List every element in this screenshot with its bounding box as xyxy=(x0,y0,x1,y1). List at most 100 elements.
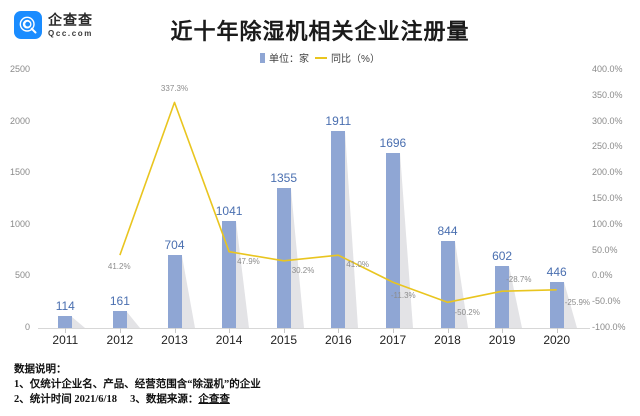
x-axis-label: 2011 xyxy=(52,333,79,347)
bar[interactable] xyxy=(276,188,291,328)
y-axis-right-tick: 50.0% xyxy=(592,244,618,255)
legend-item-bar: 单位：家 xyxy=(260,50,309,65)
x-axis-label: 2018 xyxy=(434,333,461,347)
bar-shadow xyxy=(236,221,250,328)
y-axis-right-tick: 300.0% xyxy=(592,115,623,126)
line-value-label: 47.9% xyxy=(237,256,260,266)
x-axis-label: 2014 xyxy=(215,333,243,347)
line-value-label: -11.3% xyxy=(390,291,416,301)
legend-item-line: 同比（%） xyxy=(315,50,380,65)
x-axis-tick xyxy=(338,328,340,333)
y-axis-right-tick: 150.0% xyxy=(592,193,623,203)
y-axis-left-tick: 500 xyxy=(14,270,30,281)
bar-value-label: 1355 xyxy=(270,171,298,186)
legend-bar-label: 单位：家 xyxy=(269,54,310,65)
brand-logo: 企查查 Qcc.com xyxy=(14,11,93,39)
y-axis-right-tick: -100.0% xyxy=(592,322,626,332)
bar-value-label: 161 xyxy=(109,294,130,309)
y-axis-right-tick: -50.0% xyxy=(592,296,621,307)
bar[interactable] xyxy=(495,265,510,328)
plot-area: 114 161 704 1041 1355 1911 1696 844 602 446 41.2% 3… xyxy=(38,70,590,328)
line-value-label: 41.0% xyxy=(346,260,369,270)
bar-shadow xyxy=(290,189,304,328)
x-axis-tick xyxy=(119,328,121,333)
line-value-label: 30.2% xyxy=(291,265,315,275)
bar-shadow xyxy=(72,317,86,328)
x-axis-label: 2012 xyxy=(106,333,134,347)
x-axis-tick xyxy=(556,328,558,333)
y-axis-left-tick: 2500 xyxy=(9,64,30,74)
chart-legend: 单位：家 同比（%） xyxy=(0,50,640,65)
footer-note-3: 3、数据来源： xyxy=(130,394,199,406)
bar-shadow xyxy=(454,241,468,328)
y-axis-left-tick: 0 xyxy=(24,322,30,332)
x-axis-tick xyxy=(229,328,231,333)
legend-line-label: 同比（%） xyxy=(331,54,380,65)
footer-note-1: 1、仅统计企业名、产品、经营范围含“除湿机”的企业 xyxy=(14,379,261,391)
y-axis-right-tick: 0.0% xyxy=(592,270,613,281)
bar-value-label: 1911 xyxy=(325,113,352,128)
y-axis-left-tick: 1000 xyxy=(9,218,30,229)
y-axis-right-tick: 400.0% xyxy=(592,64,623,74)
y-axis-right-tick: 350.0% xyxy=(592,89,623,100)
bar-value-label: 602 xyxy=(492,248,513,263)
bar[interactable] xyxy=(167,255,182,328)
y-axis-left-tick: 2000 xyxy=(9,115,30,126)
bar[interactable] xyxy=(112,311,127,328)
x-axis-tick xyxy=(65,328,67,333)
bar[interactable] xyxy=(549,281,564,328)
bar-series xyxy=(38,70,584,328)
footer-heading: 数据说明： xyxy=(14,364,67,375)
footer-note-2: 2、统计时间 2021/6/18 xyxy=(14,394,117,406)
x-axis-ticks xyxy=(38,322,584,333)
footer-source: 企查查 xyxy=(198,394,230,406)
x-axis-label: 2013 xyxy=(161,333,188,347)
bar-value-label: 1041 xyxy=(215,203,243,218)
bar-value-label: 704 xyxy=(164,238,185,253)
qcc-logo-icon xyxy=(14,11,42,39)
footer-note-2-3: 2、统计时间 2021/6/18 3、数据来源：企查查 xyxy=(14,392,444,407)
y-axis-right: -100.0% -50.0% 0.0% 50.0% 100.0% 150.0% 200.0%… xyxy=(588,64,640,332)
x-axis-tick xyxy=(502,328,504,333)
bar[interactable] xyxy=(222,220,237,328)
bar-shadow xyxy=(563,282,577,328)
line-value-label: -28.7% xyxy=(506,275,532,285)
bar-shadow xyxy=(399,153,413,328)
bar-value-label: 844 xyxy=(437,223,458,238)
legend-bar-swatch-icon xyxy=(260,52,266,63)
bar-shadow xyxy=(181,256,195,328)
x-axis-label: 2015 xyxy=(270,333,298,347)
bar-shadow xyxy=(345,131,359,328)
line-series xyxy=(119,101,557,304)
bar[interactable] xyxy=(58,316,73,328)
x-axis-tick xyxy=(283,328,285,333)
line-path xyxy=(119,101,557,304)
line-value-label: 337.3% xyxy=(160,84,189,94)
x-axis-label: 2016 xyxy=(324,333,352,347)
y-axis-left-tick: 1500 xyxy=(9,167,30,178)
line-value-label: -25.9% xyxy=(564,297,591,307)
x-axis-tick xyxy=(447,328,449,333)
y-axis-right-tick: 100.0% xyxy=(592,218,623,229)
legend-line-swatch-icon xyxy=(315,56,328,59)
line-value-label: -50.2% xyxy=(454,308,480,318)
x-axis-baseline xyxy=(38,328,590,329)
x-axis-tick xyxy=(174,328,176,333)
page-title: 近十年除湿机相关企业注册量 xyxy=(170,19,470,44)
bar[interactable] xyxy=(331,130,346,328)
y-axis-right-tick: 200.0% xyxy=(592,167,623,178)
y-axis-left: 0 500 1000 1500 2000 2500 xyxy=(0,64,34,332)
x-axis-tick xyxy=(392,328,394,333)
brand-name-cn: 企查查 xyxy=(48,11,93,28)
x-axis-label: 2019 xyxy=(488,333,516,347)
y-axis-right-tick: 250.0% xyxy=(592,141,623,152)
bar-value-label: 114 xyxy=(55,299,75,314)
x-axis-label: 2020 xyxy=(543,333,571,347)
footer-notes: 数据说明： 1、仅统计企业名、产品、经营范围含“除湿机”的企业 2、统计时间 2… xyxy=(14,362,444,408)
brand-wordmark: 企查查 Qcc.com xyxy=(48,13,93,38)
bar-value-label: 1696 xyxy=(379,135,407,150)
bar[interactable] xyxy=(440,240,455,328)
bar-shadow xyxy=(509,266,523,328)
x-axis-labels: 2011 2012 2013 2014 2015 2016 2017 2018 2019 2020 xyxy=(38,333,584,351)
